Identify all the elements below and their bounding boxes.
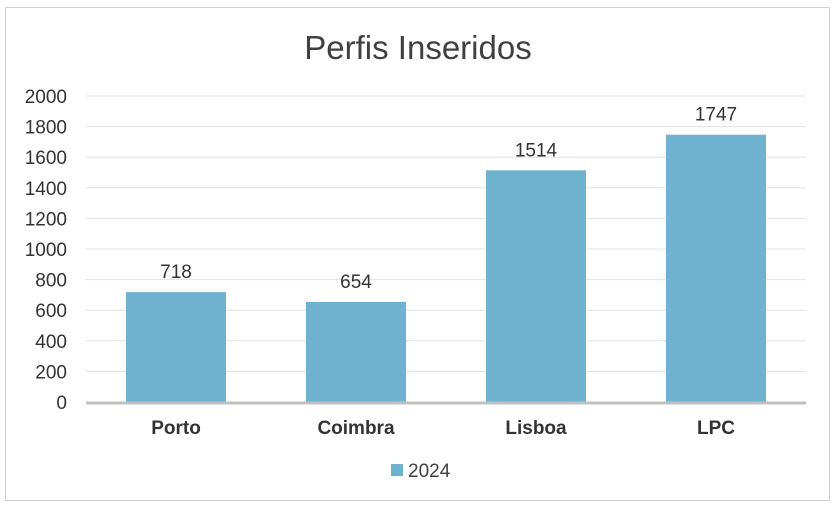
- y-tick-label: 1600: [25, 148, 67, 169]
- y-tick-label: 1400: [25, 179, 67, 200]
- y-axis: 0 200 400 600 800 1000 1200 1400 1600 1800 2000: [25, 87, 67, 414]
- y-tick-label: 2000: [25, 87, 67, 108]
- y-tick-label: 600: [35, 301, 67, 322]
- bar: [666, 134, 766, 403]
- bar: [126, 292, 226, 402]
- x-tick-label: LPC: [697, 418, 735, 439]
- x-axis: Porto Coimbra Lisboa LPC: [151, 418, 735, 439]
- bar: [306, 301, 406, 402]
- y-tick-label: 200: [35, 362, 67, 383]
- x-tick-label: Lisboa: [505, 418, 567, 439]
- bars: [126, 134, 766, 403]
- data-label: 654: [340, 272, 372, 293]
- y-tick-label: 1000: [25, 240, 67, 261]
- chart-title: Perfis Inseridos: [304, 29, 531, 66]
- data-label: 718: [160, 262, 192, 283]
- data-label: 1747: [695, 105, 737, 126]
- y-tick-label: 800: [35, 271, 67, 292]
- legend: 2024: [391, 461, 451, 482]
- x-tick-label: Porto: [151, 418, 201, 439]
- y-tick-label: 1200: [25, 209, 67, 230]
- y-tick-label: 0: [56, 393, 67, 414]
- data-labels: 718 654 1514 1747: [160, 105, 737, 293]
- x-tick-label: Coimbra: [317, 418, 395, 439]
- bar: [486, 170, 586, 402]
- legend-label: 2024: [408, 461, 451, 482]
- data-label: 1514: [515, 140, 558, 161]
- y-tick-label: 1800: [25, 118, 67, 139]
- y-tick-label: 400: [35, 332, 67, 353]
- legend-swatch: [391, 464, 403, 476]
